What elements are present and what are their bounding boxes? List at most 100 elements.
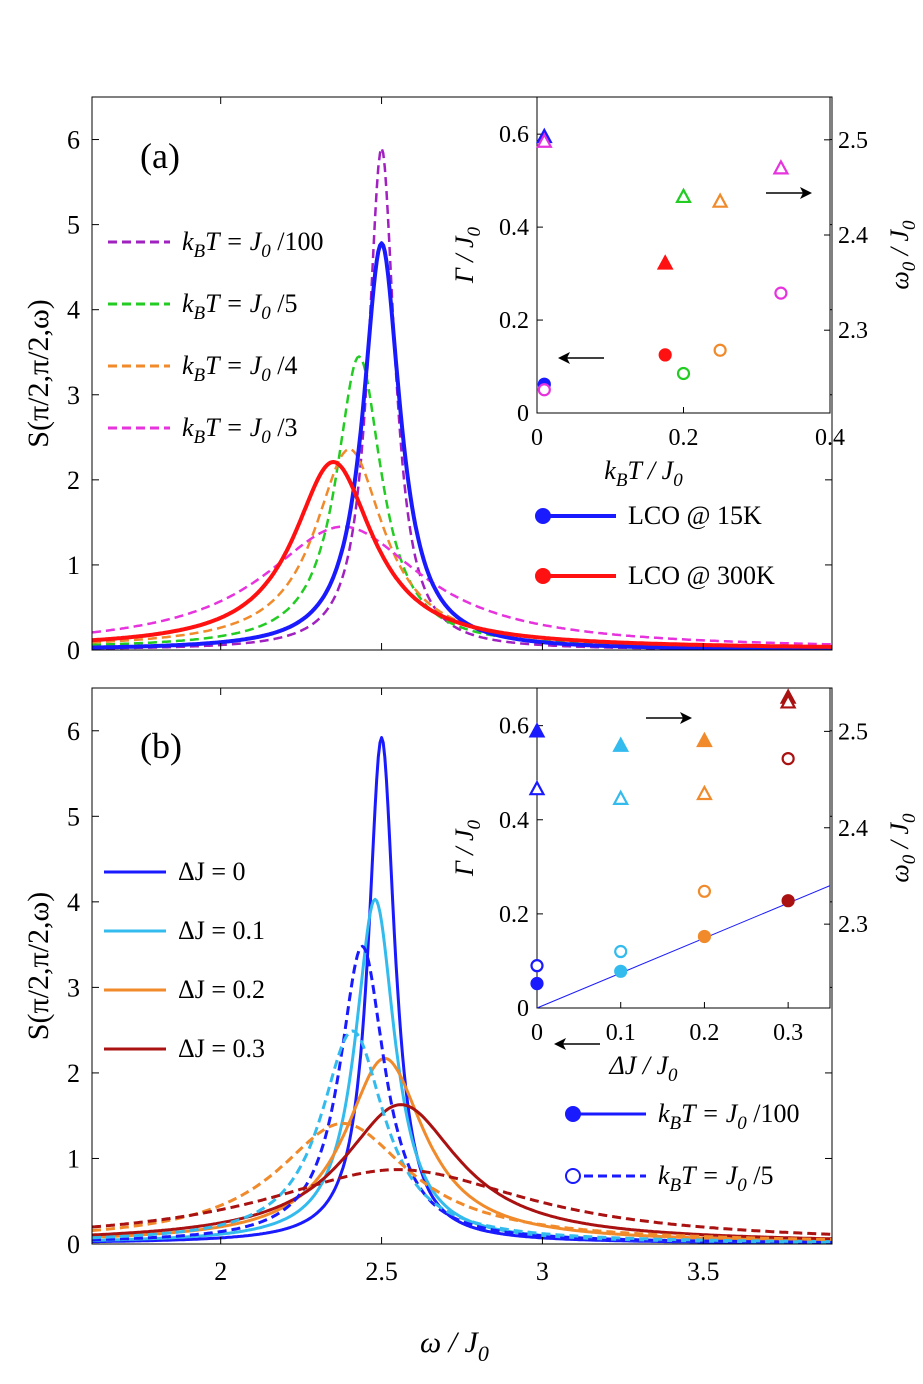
inset-y2-tick-label: 2.5 <box>838 719 868 745</box>
gamma-point-7 <box>781 751 795 766</box>
gamma-point-2 <box>614 964 628 978</box>
x-tick-label: 3 <box>536 1257 549 1286</box>
omega-point-3 <box>612 789 630 805</box>
y-tick-label: 6 <box>67 126 80 155</box>
inset-y-tick-label: 0.4 <box>499 808 529 834</box>
omega-point-3 <box>675 187 692 204</box>
y-axis-label: S(π/2,π/2,ω) <box>22 892 55 1040</box>
inset-y-label: Γ / J0 <box>450 819 485 877</box>
plot-frame <box>91 96 833 651</box>
series-line-5 <box>92 1029 832 1244</box>
y-tick-label: 5 <box>67 211 80 240</box>
series-line-5 <box>92 460 832 649</box>
series-line-4 <box>92 944 832 1244</box>
gamma-point-5 <box>697 884 712 898</box>
gamma-point-0 <box>530 976 544 991</box>
y-tick-label: 0 <box>67 636 80 665</box>
plot-frame <box>91 687 833 1245</box>
inset: 0 0.1 0.2 0.3 0 0.2 0.4 0.6 2.3 2.4 2.5 ΔJ / J0 Γ / … <box>450 687 920 1086</box>
y-tick-label: 4 <box>67 888 80 917</box>
panel-a: 0 1 2 3 4 5 6 S(π/2,π/2,ω) (a) kBT = J0 /100 kBT =… <box>22 96 920 665</box>
panel-label: (a) <box>140 136 180 176</box>
omega-point-2 <box>656 254 674 270</box>
inset-fit-line <box>536 885 831 1009</box>
x-tick-label: 2.5 <box>365 1257 398 1286</box>
gamma-point-2 <box>658 348 672 362</box>
gamma-point-3 <box>614 944 628 959</box>
legend-label-2: kBT = J0 /4 <box>182 351 297 386</box>
omega-point-5 <box>696 784 713 801</box>
omega-point-1 <box>535 132 553 148</box>
y-tick-label: 2 <box>67 466 80 495</box>
y-tick-label: 4 <box>67 296 80 325</box>
y-axis-label: S(π/2,π/2,ω) <box>22 299 55 447</box>
legend-label-2: ΔJ = 0.2 <box>178 975 265 1004</box>
inset-y2-label: ω0 / J0 <box>885 813 920 883</box>
inset-x-tick-label: 0 <box>531 425 543 451</box>
y-tick-label: 6 <box>67 717 80 746</box>
legend2-marker-1 <box>565 1168 581 1184</box>
legend2-label-0: kBT = J0 /100 <box>658 1099 799 1134</box>
legend-label-3: ΔJ = 0.3 <box>178 1034 265 1063</box>
series-line-3 <box>92 525 832 646</box>
right-axis-arrowhead <box>800 187 812 199</box>
series-line-3 <box>92 1103 832 1241</box>
y-tick-label: 1 <box>67 1144 80 1173</box>
curves <box>92 146 832 650</box>
gamma-point-1 <box>537 383 551 397</box>
y-tick-label: 3 <box>67 381 80 410</box>
inset-x-tick-label: 0.1 <box>606 1020 636 1046</box>
omega-point-7 <box>779 693 797 709</box>
inset-frame <box>536 687 831 1009</box>
x-tick-label: 3.5 <box>687 1257 720 1286</box>
y-tick-label: 3 <box>67 973 80 1002</box>
legend2-marker-1 <box>535 568 551 584</box>
inset-y2-tick-label: 2.4 <box>838 223 868 249</box>
omega-point-4 <box>711 192 729 208</box>
inset-y-tick-label: 0.6 <box>499 122 529 148</box>
omega-point-5 <box>772 159 790 175</box>
series-line-2 <box>92 447 832 649</box>
legend-label-0: ΔJ = 0 <box>178 857 246 886</box>
panel-label: (b) <box>140 726 182 766</box>
legend2-label-0: LCO @ 15K <box>628 501 762 530</box>
panel-b: 2 2.5 3 3.5 0 1 2 3 4 5 6 S(π/2,π/2,ω) (b) ΔJ = 0 ΔJ =… <box>22 687 920 1286</box>
inset-x-tick-label: 0.2 <box>669 425 699 451</box>
omega-point-4 <box>696 731 713 748</box>
legend-label-1: ΔJ = 0.1 <box>178 916 265 945</box>
right-axis-arrowhead <box>680 712 692 724</box>
legend-label-1: kBT = J0 /5 <box>182 289 297 324</box>
inset-y2-label: ω0 / J0 <box>885 220 920 290</box>
gamma-point-3 <box>676 366 691 381</box>
gamma-point-4 <box>713 343 727 357</box>
legend-label-3: kBT = J0 /3 <box>182 413 297 448</box>
left-axis-arrowhead <box>558 352 570 364</box>
legend2-marker-0 <box>535 508 551 524</box>
inset-x-tick-label: 0.2 <box>689 1020 719 1046</box>
legend-label-0: kBT = J0 /100 <box>182 227 323 262</box>
inset-x-tick-label: 0 <box>531 1020 543 1046</box>
y-tick-label: 5 <box>67 802 80 831</box>
inset-y2-tick-label: 2.4 <box>838 816 868 842</box>
inset-y2-tick-label: 2.3 <box>838 318 868 344</box>
inset-x-label: ΔJ / J0 <box>608 1051 678 1086</box>
y-tick-label: 2 <box>67 1059 80 1088</box>
omega-point-1 <box>528 779 546 796</box>
inset-frame <box>536 96 831 414</box>
legend2-marker-0 <box>565 1106 581 1122</box>
inset-x-tick-label: 0.3 <box>773 1020 803 1046</box>
inset-y-tick-label: 0 <box>517 996 529 1022</box>
inset-y-label: Γ / J0 <box>450 226 485 284</box>
left-axis-arrowhead <box>554 1038 566 1050</box>
x-tick-label: 2 <box>214 1257 227 1286</box>
inset-y-tick-label: 0 <box>517 401 529 427</box>
curves <box>92 736 832 1244</box>
omega-point-2 <box>612 736 630 752</box>
series-line-6 <box>92 1121 832 1241</box>
inset-y-tick-label: 0.2 <box>499 902 529 928</box>
inset-y-tick-label: 0.4 <box>499 215 529 241</box>
inset: 0 0.2 0.4 0 0.2 0.4 0.6 2.3 2.4 2.5 kBT / J0 Γ / J0… <box>450 96 920 491</box>
series-line-1 <box>92 355 832 650</box>
gamma-point-1 <box>530 959 544 973</box>
